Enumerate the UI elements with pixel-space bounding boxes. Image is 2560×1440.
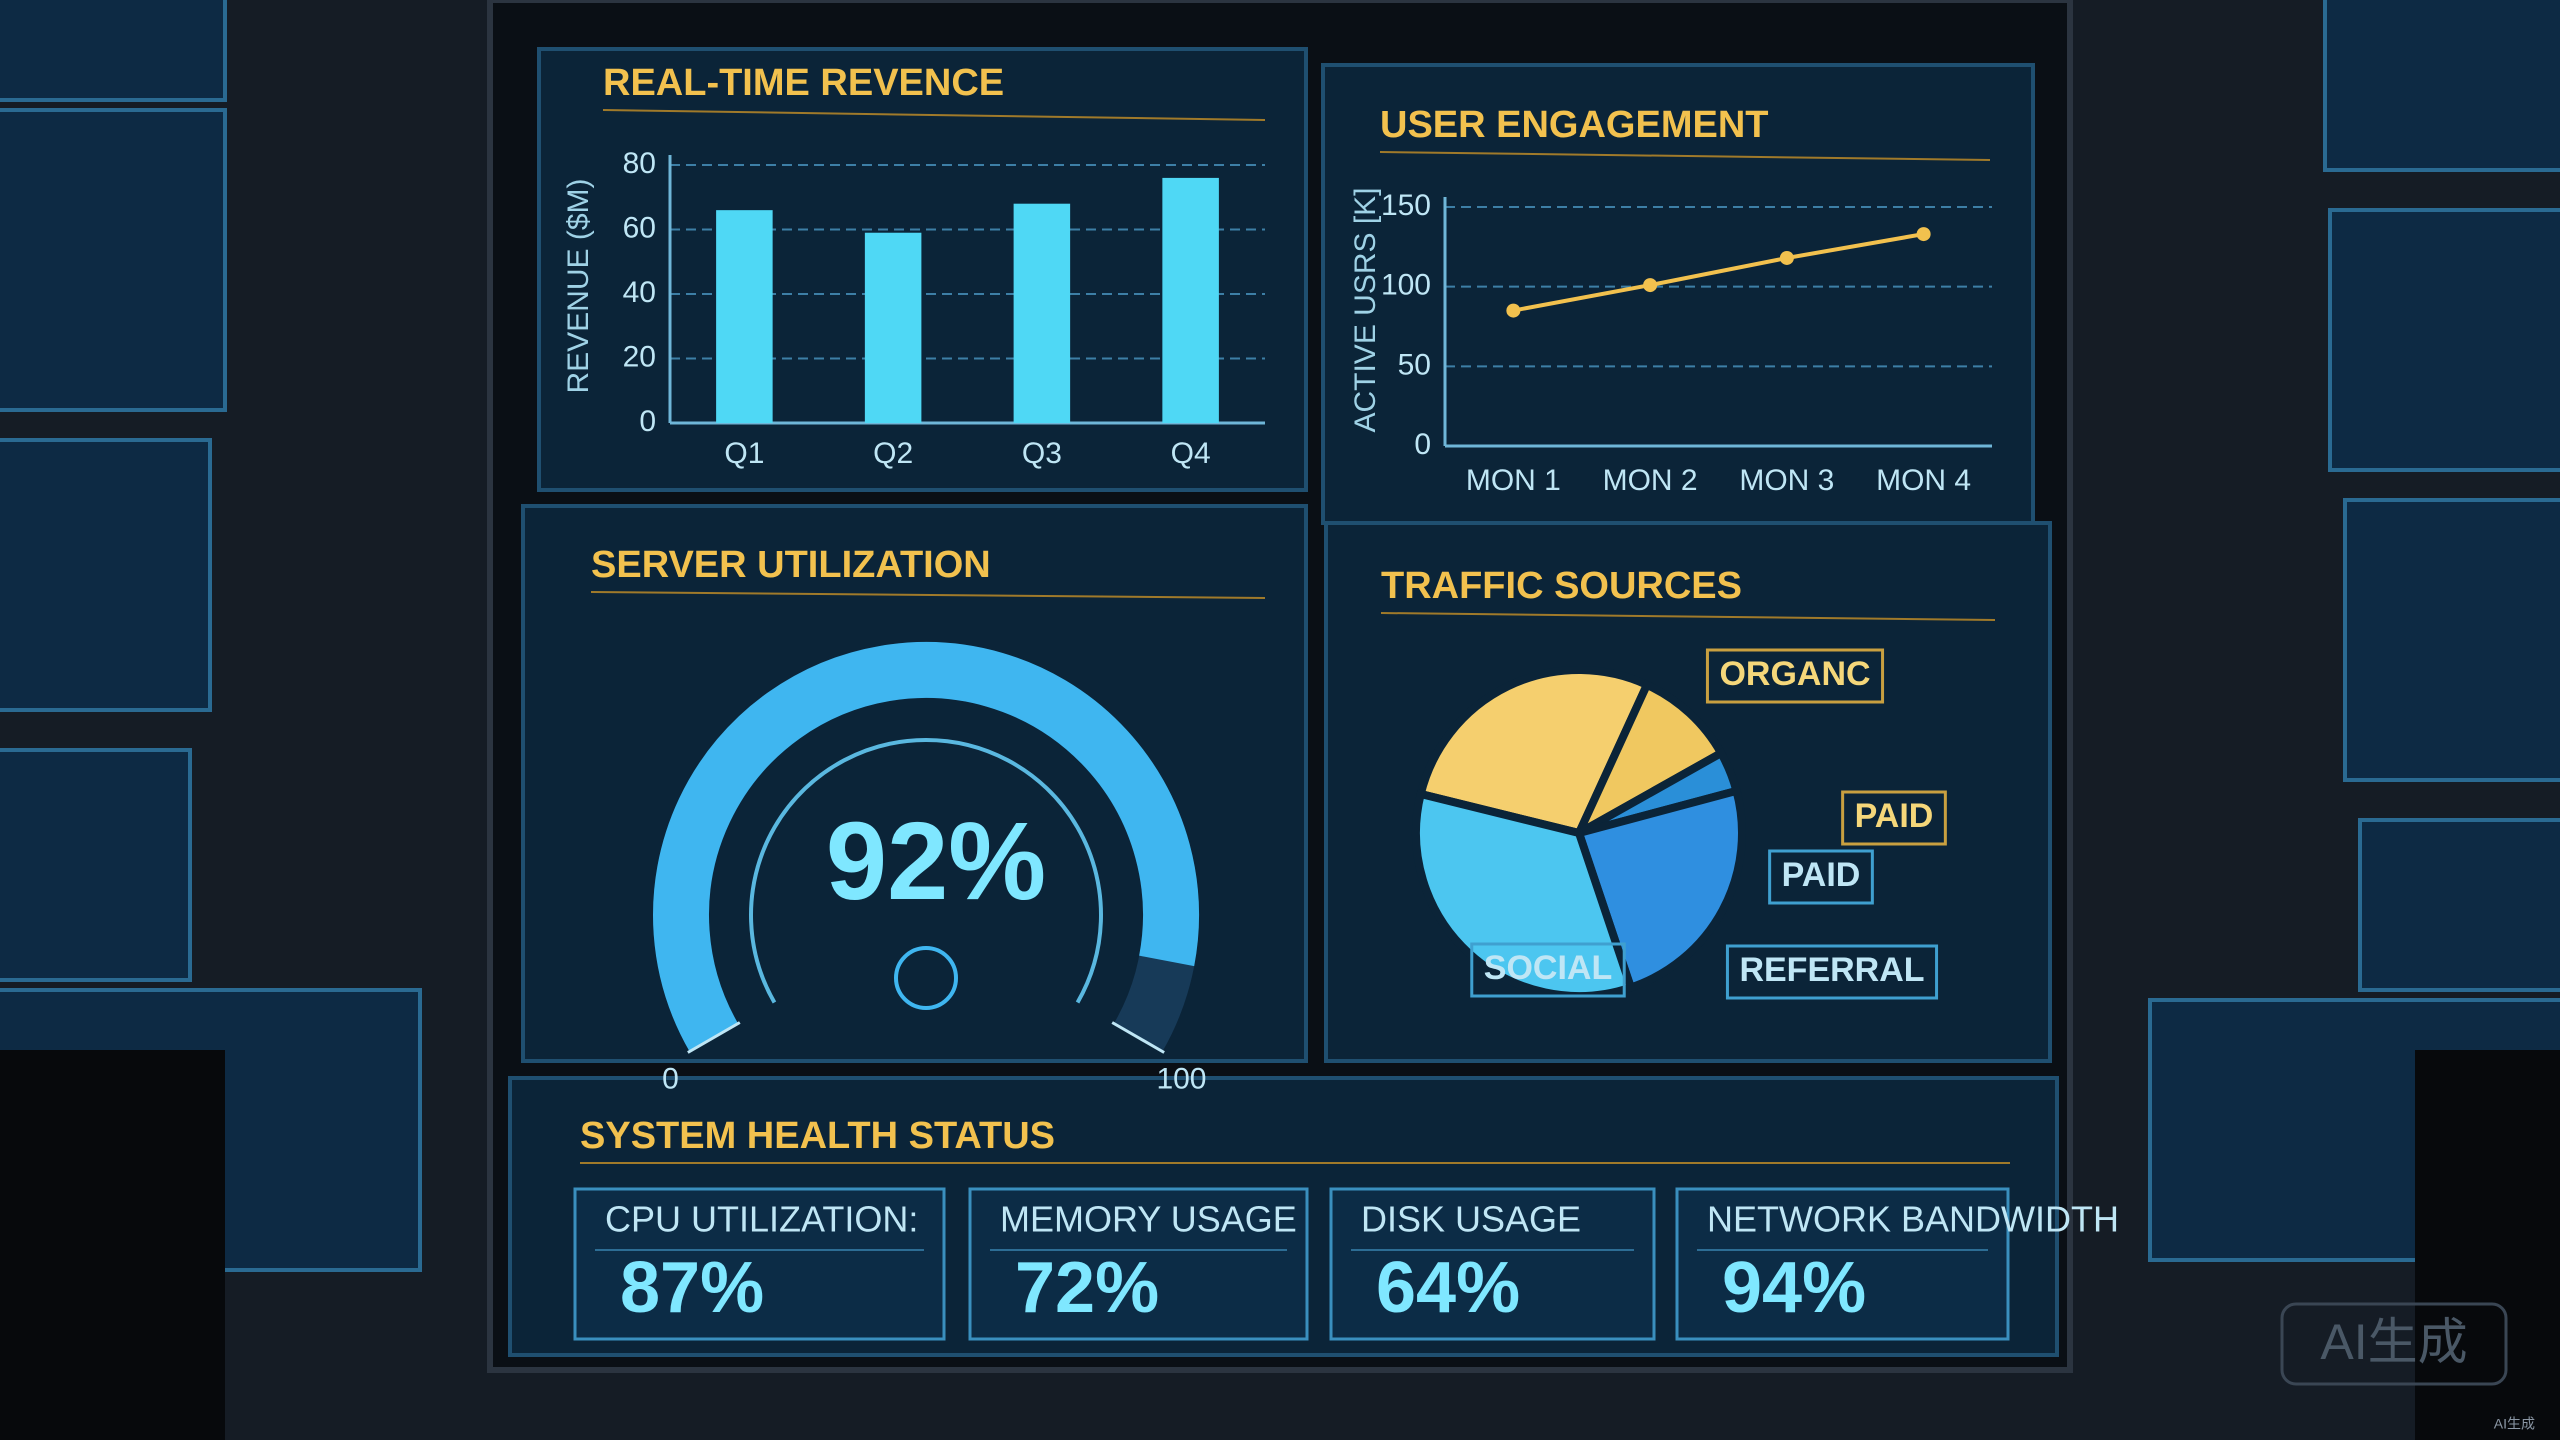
bar [716,210,773,423]
foreground-monitor [0,1050,225,1440]
health-card [1675,1187,2010,1341]
pie-label-box [1725,944,1939,1000]
bar [1162,177,1219,423]
x-tick-label: MON 3 [1739,464,1834,497]
point [1779,250,1794,265]
gauge-value [653,642,1199,1052]
y-tick-label: 150 [1381,189,1431,222]
pie-label: PAID [1782,856,1861,894]
x-tick-label: Q1 [724,437,764,470]
x-tick-label: MON 4 [1876,464,1971,497]
y-axis-label: REVENUE ($M) [562,178,595,393]
watermark-small: AI生成 [2494,1416,2535,1432]
point [1643,278,1658,293]
x-tick-label: Q3 [1022,437,1062,470]
title-rule [1380,612,1996,621]
pie-slice [1573,786,1746,993]
health-value: 87% [620,1248,764,1328]
monitor [0,748,192,982]
y-axis-label: ACTIVE USRS [K] [1349,187,1382,432]
title-rule [590,591,1266,599]
monitor [0,438,212,712]
x-tick-label: Q2 [873,437,913,470]
health-value: 72% [1015,1248,1159,1328]
chart-title: SERVER UTILIZATION [591,544,991,586]
bar [864,232,922,423]
y-tick-label: 0 [1414,428,1431,461]
watermark-box [2280,1302,2508,1386]
title-rule [1379,151,1991,161]
point [1916,227,1931,242]
y-tick-label: 20 [623,340,656,373]
monitor [2358,818,2560,992]
pie-label-box [1470,942,1626,998]
chart-title: TRAFFIC SOURCES [1381,565,1742,607]
chart-title: REAL-TIME REVENCE [603,62,1004,104]
watermark: AI生成 [2320,1314,2467,1370]
section-title: SYSTEM HEALTH STATUS [580,1115,1055,1157]
x-tick-label: MON 1 [1466,464,1561,497]
line [1513,232,1924,313]
health-label: CPU UTILIZATION: [605,1199,918,1240]
title-rule [602,109,1266,121]
health-value: 94% [1722,1248,1866,1328]
y-tick-label: 40 [623,276,656,309]
health-card [1329,1187,1656,1341]
gauge-tick [687,1021,741,1054]
monitor [2328,208,2560,472]
gauge-icon [894,946,958,1010]
monitor [2323,0,2560,172]
pie-label: SOCIAL [1484,949,1612,987]
pie-label-box [1841,790,1947,846]
pie-label: PAID [1855,797,1934,835]
y-tick-label: 0 [639,405,656,438]
gauge-tick [1111,1021,1165,1054]
health-card [573,1187,946,1341]
pie-label: ORGANC [1719,655,1870,693]
monitor [0,108,227,412]
health-card [968,1187,1309,1341]
chart-title: USER ENGAGEMENT [1380,104,1768,146]
monitor [0,0,227,102]
y-tick-label: 50 [1398,348,1431,381]
health-label: MEMORY USAGE [1000,1199,1297,1240]
x-tick-label: MON 2 [1603,464,1698,497]
gauge-inner [749,738,1103,1004]
pie-slice [1415,666,1653,838]
health-label: NETWORK BANDWIDTH [1707,1199,2119,1240]
health-value: 64% [1376,1248,1520,1328]
gauge-value-label: 92% [826,800,1046,923]
y-tick-label: 60 [623,211,656,244]
health-label: DISK USAGE [1361,1199,1581,1240]
point [1506,303,1521,318]
pie-label-box [1768,849,1874,905]
bar [1013,203,1071,423]
gauge-tick-label: 100 [1156,1062,1206,1095]
y-tick-label: 100 [1381,269,1431,302]
y-tick-label: 80 [623,147,656,180]
pie-label-box [1705,648,1885,704]
pie-label: REFERRAL [1739,951,1924,989]
gauge-tick-label: 0 [662,1062,679,1095]
foreground-monitor [2415,1050,2560,1440]
health-cards: CPU UTILIZATION: 87% MEMORY USAGE 72% DISK U… [573,1187,2119,1341]
monitor [2343,498,2560,782]
x-tick-label: Q4 [1171,437,1211,470]
